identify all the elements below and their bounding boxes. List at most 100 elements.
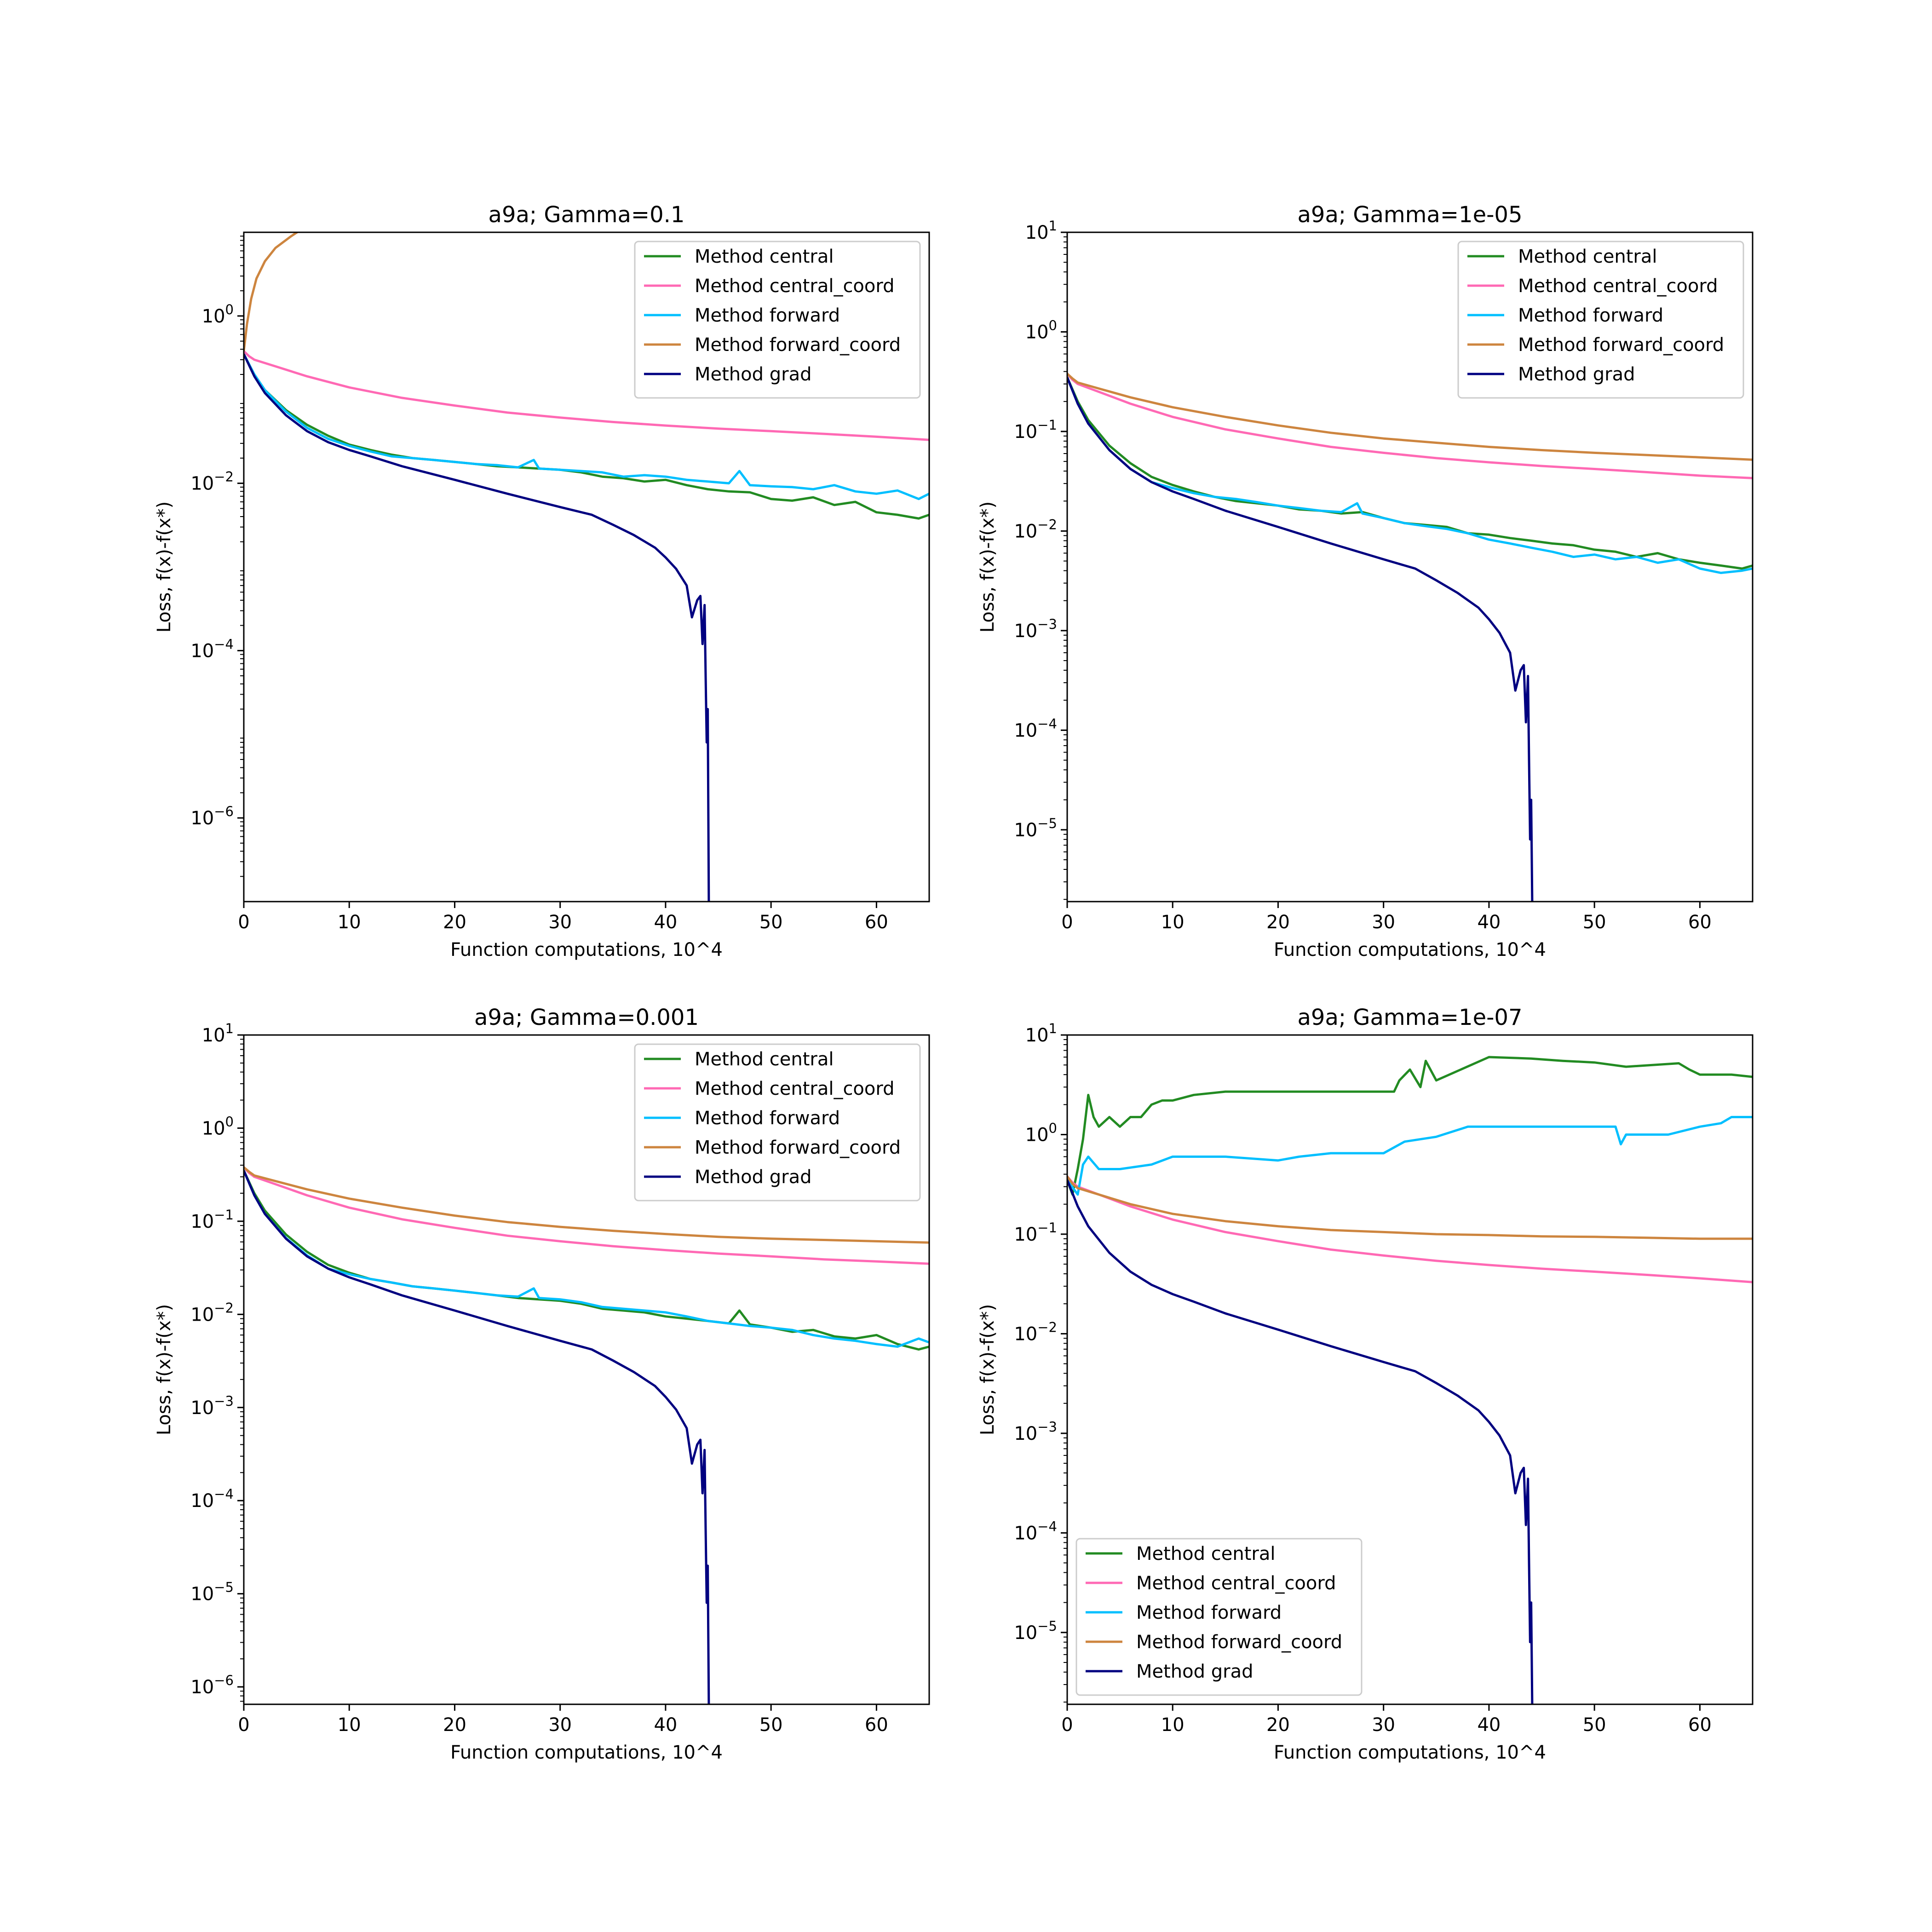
x-tick-label: 10 xyxy=(1161,912,1184,933)
series-line-central_coord xyxy=(244,350,929,441)
y-axis-label: Loss, f(x)-f(x*) xyxy=(154,501,175,633)
y-axis-label: Loss, f(x)-f(x*) xyxy=(977,501,998,633)
x-tick-label: 0 xyxy=(238,1714,249,1736)
legend: Method central Method central_coord Method… xyxy=(1075,1538,1363,1696)
legend-label-forward: Method forward xyxy=(1136,1602,1282,1623)
series-line-grad xyxy=(1067,377,1534,902)
x-tick-label: 0 xyxy=(1061,1714,1073,1736)
x-tick-label: 20 xyxy=(443,1714,466,1736)
x-tick-label: 50 xyxy=(759,912,783,933)
y-tick-label: 100 xyxy=(202,1114,234,1139)
y-tick-label: 10−2 xyxy=(1014,517,1057,542)
series-line-central_coord xyxy=(244,1166,929,1265)
y-axis-label: Loss, f(x)-f(x*) xyxy=(154,1304,175,1436)
x-axis-label: Function computations, 10^4 xyxy=(450,939,723,960)
series-line-forward xyxy=(244,1170,929,1348)
y-tick-label: 10−1 xyxy=(1014,417,1057,443)
chart-title: a9a; Gamma=0.1 xyxy=(489,202,685,228)
legend-label-central: Method central xyxy=(695,1049,834,1070)
y-tick-label: 101 xyxy=(1025,1021,1057,1046)
series-line-forward_coord xyxy=(244,232,299,351)
series-line-forward xyxy=(244,353,929,500)
series-line-forward_coord xyxy=(244,1166,929,1244)
series-group xyxy=(1067,1056,1753,1704)
legend-label-forward_coord: Method forward_coord xyxy=(695,1137,901,1158)
chart-title: a9a; Gamma=1e-05 xyxy=(1297,202,1522,228)
x-tick-label: 60 xyxy=(865,912,888,933)
legend-label-central_coord: Method central_coord xyxy=(1518,276,1718,297)
y-tick-label: 101 xyxy=(202,1021,234,1046)
legend: Method central Method central_coord Method… xyxy=(1457,241,1744,399)
legend-label-forward_coord: Method forward_coord xyxy=(1136,1632,1342,1653)
y-tick-label: 10−1 xyxy=(1014,1220,1057,1245)
series-line-grad xyxy=(244,1170,710,1704)
chart-panel-2: 0 10 20 30 40 50 60 101 100 10−1 10−2 10−3 10−4 10−5 a… xyxy=(977,202,1754,960)
y-tick-label: 10−2 xyxy=(1014,1319,1057,1345)
x-tick-label: 30 xyxy=(548,912,572,933)
x-tick-label: 0 xyxy=(1061,912,1073,933)
y-tick-label: 10−3 xyxy=(1014,616,1057,642)
x-tick-label: 50 xyxy=(1583,1714,1606,1736)
plot-frame xyxy=(243,1034,930,1705)
legend-label-central: Method central xyxy=(1136,1543,1275,1564)
chart-panel-1: 0 10 20 30 40 50 60 100 10−2 10−4 10−6 a9a; Gamma=0… xyxy=(154,202,930,960)
y-tick-label: 10−2 xyxy=(190,469,234,494)
series-line-forward_coord xyxy=(1067,373,1753,461)
legend-label-grad: Method grad xyxy=(695,364,811,385)
x-axis-label: Function computations, 10^4 xyxy=(450,1742,723,1763)
plot-frame xyxy=(1066,1034,1754,1705)
series-line-central_coord xyxy=(1067,1175,1753,1283)
series-line-forward xyxy=(1067,377,1753,574)
y-tick-label: 10−4 xyxy=(1014,716,1057,741)
legend-label-forward: Method forward xyxy=(695,305,840,326)
x-tick-label: 60 xyxy=(865,1714,888,1736)
legend-label-forward_coord: Method forward_coord xyxy=(1518,334,1724,356)
series-line-grad xyxy=(244,353,710,902)
x-tick-label: 50 xyxy=(759,1714,783,1736)
x-tick-label: 60 xyxy=(1688,1714,1712,1736)
chart-title: a9a; Gamma=1e-07 xyxy=(1297,1005,1522,1030)
y-tick-label: 10−5 xyxy=(1014,1618,1057,1644)
legend-label-grad: Method grad xyxy=(1518,364,1635,385)
x-tick-label: 10 xyxy=(1161,1714,1184,1736)
series-line-grad xyxy=(1067,1179,1534,1704)
legend-label-forward: Method forward xyxy=(695,1108,840,1129)
legend-label-grad: Method grad xyxy=(695,1167,811,1188)
series-group xyxy=(1067,373,1753,902)
x-tick-label: 30 xyxy=(1372,912,1395,933)
legend-box xyxy=(1075,1538,1363,1696)
chart-title: a9a; Gamma=0.001 xyxy=(474,1005,699,1030)
y-tick-label: 100 xyxy=(202,302,234,327)
x-tick-label: 20 xyxy=(1266,912,1290,933)
y-tick-label: 101 xyxy=(1025,218,1057,243)
x-tick-label: 0 xyxy=(238,912,249,933)
legend: Method central Method central_coord Method… xyxy=(634,241,921,399)
y-tick-label: 10−2 xyxy=(190,1300,234,1325)
y-axis-label: Loss, f(x)-f(x*) xyxy=(977,1304,998,1436)
series-line-central xyxy=(244,353,929,520)
x-tick-label: 20 xyxy=(443,912,466,933)
x-tick-label: 40 xyxy=(1477,1714,1501,1736)
legend-label-central_coord: Method central_coord xyxy=(695,1078,895,1099)
y-tick-label: 10−3 xyxy=(190,1393,234,1419)
legend-label-grad: Method grad xyxy=(1136,1661,1253,1682)
y-tick-label: 10−4 xyxy=(190,1486,234,1512)
legend: Method central Method central_coord Method… xyxy=(634,1043,921,1202)
series-line-central_coord xyxy=(1067,373,1753,479)
y-tick-label: 10−3 xyxy=(1014,1419,1057,1444)
legend-label-central: Method central xyxy=(1518,246,1657,267)
legend-label-central_coord: Method central_coord xyxy=(1136,1573,1336,1594)
legend-label-forward: Method forward xyxy=(1518,305,1663,326)
x-tick-label: 30 xyxy=(548,1714,572,1736)
x-tick-label: 60 xyxy=(1688,912,1712,933)
x-tick-label: 10 xyxy=(338,1714,361,1736)
series-group xyxy=(244,1166,929,1704)
y-tick-label: 10−1 xyxy=(190,1207,234,1232)
legend-label-forward_coord: Method forward_coord xyxy=(695,334,901,356)
x-tick-label: 10 xyxy=(338,912,361,933)
series-line-forward_coord xyxy=(1067,1175,1753,1240)
y-tick-label: 10−5 xyxy=(190,1580,234,1605)
legend-box xyxy=(634,1043,921,1202)
y-tick-label: 10−6 xyxy=(190,804,234,829)
